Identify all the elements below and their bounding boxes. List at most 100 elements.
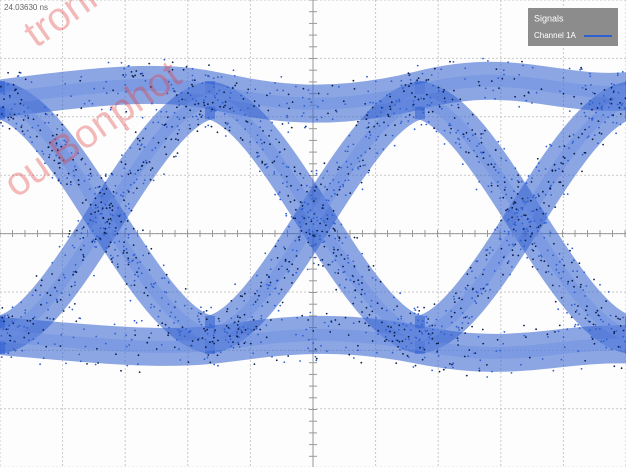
noise-dot <box>18 112 20 115</box>
noise-dot <box>241 139 244 141</box>
noise-dot <box>105 247 108 249</box>
noise-dot <box>552 254 554 257</box>
noise-dot <box>347 173 350 175</box>
noise-dot <box>560 358 563 361</box>
noise-dot <box>167 281 170 283</box>
noise-dot <box>329 264 331 266</box>
noise-dot <box>39 294 41 296</box>
noise-dot <box>283 277 286 279</box>
noise-dot <box>321 99 324 102</box>
noise-dot <box>150 332 153 335</box>
noise-dot <box>258 170 261 173</box>
noise-dot <box>227 341 230 344</box>
noise-dot <box>408 338 410 341</box>
noise-dot <box>171 61 174 64</box>
noise-dot <box>376 152 378 155</box>
noise-dot <box>3 115 5 118</box>
noise-dot <box>213 86 215 88</box>
noise-dot <box>258 104 260 106</box>
noise-dot <box>568 67 571 70</box>
noise-dot <box>305 231 308 234</box>
noise-dot <box>299 235 301 238</box>
noise-dot <box>525 182 528 185</box>
noise-dot <box>562 336 565 339</box>
timestamp: 24.03630 ns <box>4 3 48 12</box>
noise-dot <box>403 90 405 93</box>
noise-dot <box>316 118 318 121</box>
noise-dot <box>68 306 71 309</box>
noise-dot <box>393 144 396 147</box>
noise-dot <box>340 254 343 256</box>
noise-dot <box>591 338 594 340</box>
noise-dot <box>18 324 21 327</box>
noise-dot <box>224 339 227 341</box>
noise-dot <box>433 303 436 305</box>
noise-dot <box>39 363 41 366</box>
noise-dot <box>218 320 221 323</box>
noise-dot <box>570 304 573 306</box>
noise-dot <box>417 313 420 315</box>
noise-dot <box>305 223 308 225</box>
noise-dot <box>554 331 556 333</box>
noise-dot <box>34 289 37 292</box>
noise-dot <box>266 165 269 168</box>
noise-dot <box>538 255 540 257</box>
noise-dot <box>337 181 340 184</box>
noise-dot <box>259 138 262 141</box>
noise-dot <box>425 79 428 81</box>
noise-dot <box>334 193 336 195</box>
noise-dot <box>344 179 347 182</box>
noise-dot <box>270 258 273 261</box>
noise-dot <box>213 342 216 345</box>
noise-dot <box>217 364 219 367</box>
noise-dot <box>517 181 520 184</box>
noise-dot <box>129 147 132 149</box>
noise-dot <box>98 185 101 188</box>
noise-dot <box>191 83 193 86</box>
noise-dot <box>4 314 6 317</box>
noise-dot <box>273 171 276 173</box>
noise-dot <box>610 102 613 105</box>
noise-dot <box>399 122 402 125</box>
noise-dot <box>538 169 540 172</box>
noise-dot <box>3 92 6 95</box>
noise-dot <box>422 108 425 111</box>
noise-dot <box>133 319 136 322</box>
noise-dot <box>336 161 338 164</box>
noise-dot <box>258 294 260 297</box>
noise-dot <box>490 163 493 166</box>
noise-dot <box>9 96 11 99</box>
noise-dot <box>94 238 97 241</box>
noise-dot <box>325 199 328 202</box>
noise-dot <box>586 305 588 308</box>
noise-dot <box>12 322 15 325</box>
noise-dot <box>89 172 92 175</box>
noise-dot <box>253 363 256 365</box>
noise-dot <box>544 193 547 196</box>
noise-dot <box>212 334 215 337</box>
noise-dot <box>368 131 371 133</box>
noise-dot <box>327 263 330 266</box>
noise-dot <box>313 200 315 203</box>
noise-dot <box>185 105 188 108</box>
noise-dot <box>560 296 563 299</box>
noise-dot <box>211 340 214 343</box>
noise-dot <box>265 324 268 327</box>
noise-dot <box>532 249 535 252</box>
noise-dot <box>191 67 194 70</box>
noise-dot <box>75 320 78 323</box>
noise-dot <box>256 141 258 144</box>
noise-dot <box>371 106 374 109</box>
noise-dot <box>364 322 367 324</box>
noise-dot <box>507 233 510 235</box>
noise-dot <box>299 225 302 228</box>
noise-dot <box>342 183 344 186</box>
noise-dot <box>53 343 56 345</box>
noise-dot <box>487 163 490 166</box>
noise-dot <box>480 137 483 139</box>
noise-dot <box>572 133 575 136</box>
noise-dot <box>554 206 557 209</box>
noise-dot <box>138 267 140 270</box>
noise-dot <box>452 295 455 298</box>
noise-dot <box>486 248 489 251</box>
